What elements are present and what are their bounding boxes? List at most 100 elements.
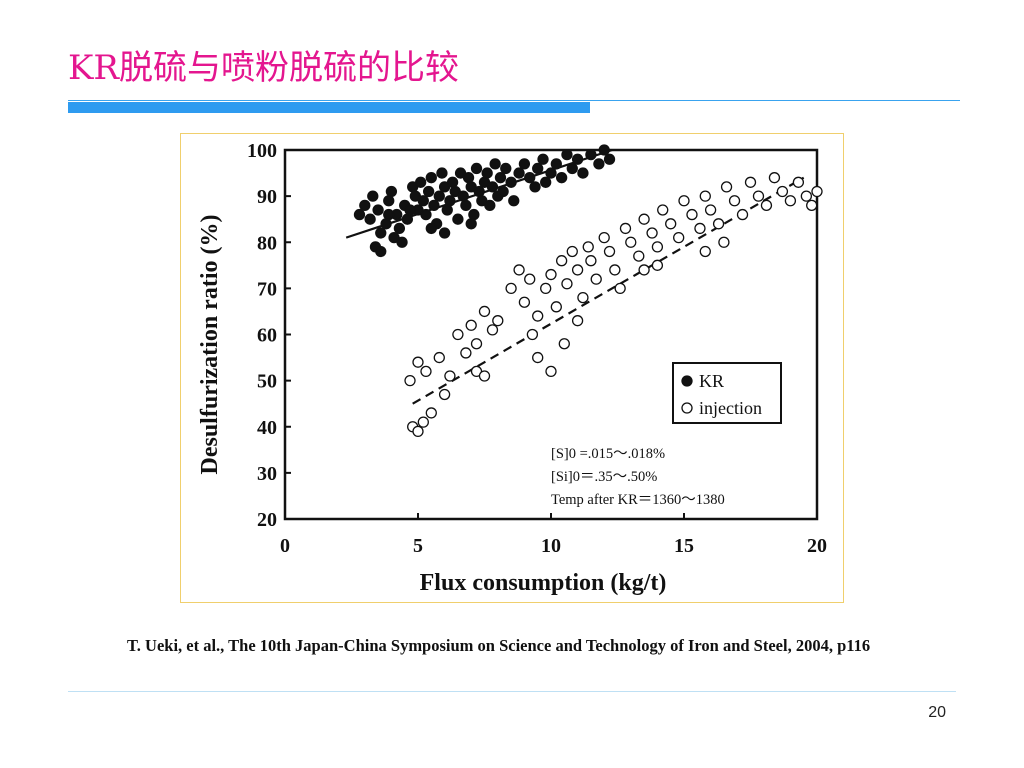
data-point-kr (484, 199, 496, 211)
data-point-injection (811, 185, 823, 198)
data-point-kr (532, 162, 544, 175)
data-point-injection (792, 176, 805, 188)
data-point-injection (720, 181, 733, 193)
data-point-kr (555, 172, 568, 184)
data-point-injection (417, 416, 429, 428)
legend-label-kr: KR (699, 371, 724, 391)
data-point-kr (481, 167, 493, 179)
data-point-injection (736, 208, 749, 221)
data-point-injection (614, 282, 626, 295)
data-point-injection (760, 199, 773, 211)
y-tick-label: 60 (257, 325, 277, 347)
x-tick-label: 5 (413, 535, 423, 557)
legend-box (672, 362, 782, 424)
page-number: 20 (928, 704, 946, 721)
y-tick-label: 30 (257, 463, 277, 485)
data-point-kr (561, 148, 573, 161)
data-point-kr (545, 167, 557, 179)
data-point-kr (433, 190, 445, 202)
data-point-kr (494, 172, 507, 184)
data-point-kr (438, 227, 451, 239)
data-point-kr (465, 218, 477, 230)
data-point-injection (800, 190, 813, 202)
data-point-injection (609, 264, 621, 276)
data-point-kr (383, 208, 395, 221)
data-point-injection (470, 338, 483, 350)
legend-marker-injection (681, 402, 693, 414)
data-point-kr (422, 185, 435, 198)
data-point-injection (486, 324, 499, 336)
data-point-kr (486, 181, 499, 193)
data-point-injection (420, 365, 432, 378)
data-point-kr (524, 172, 536, 184)
slide-title: KR脱硫与喷粉脱硫的比较 (68, 48, 459, 88)
condition-annotation: [S]0 =.015〜.018% (551, 446, 665, 462)
data-point-injection (478, 370, 491, 382)
data-point-injection (776, 185, 789, 198)
data-point-kr (441, 204, 453, 216)
data-point-kr (603, 153, 616, 165)
data-point-injection (619, 222, 632, 235)
data-point-injection (412, 356, 424, 368)
y-tick-label: 90 (257, 186, 277, 208)
data-point-kr (505, 176, 517, 188)
data-point-kr (497, 185, 509, 198)
y-tick-label: 50 (257, 371, 277, 393)
data-point-injection (686, 208, 698, 221)
data-point-kr (508, 195, 520, 207)
data-point-injection (545, 365, 557, 378)
data-point-injection (768, 172, 781, 184)
data-point-injection (625, 236, 637, 248)
data-point-injection (699, 190, 711, 202)
data-point-injection (571, 315, 584, 327)
data-point-injection (651, 241, 664, 253)
data-point-injection (638, 264, 650, 276)
data-point-injection (752, 190, 765, 202)
data-point-kr (353, 208, 366, 221)
y-tick-label: 40 (257, 417, 277, 439)
x-tick-label: 15 (674, 535, 694, 557)
y-tick-label: 80 (257, 232, 277, 254)
data-point-injection (532, 310, 544, 322)
data-point-kr (593, 158, 605, 170)
data-point-injection (505, 282, 517, 295)
data-point-injection (425, 407, 437, 419)
data-point-kr (550, 158, 562, 170)
data-point-injection (526, 328, 539, 341)
data-point-kr (359, 199, 371, 211)
data-point-kr (367, 190, 379, 202)
data-point-kr (585, 148, 597, 161)
data-point-injection (744, 176, 757, 188)
data-point-injection (518, 296, 531, 308)
x-tick-label: 0 (280, 535, 290, 557)
data-point-injection (550, 301, 562, 313)
y-tick-label: 100 (247, 140, 277, 162)
data-point-kr (375, 245, 387, 258)
data-point-injection (545, 268, 557, 281)
citation: T. Ueki, et al., The 10th Japan-China Sy… (127, 636, 871, 655)
data-point-kr (470, 162, 483, 175)
data-point-kr (380, 218, 392, 230)
data-point-kr (571, 153, 584, 165)
data-point-injection (603, 245, 616, 258)
data-point-injection (524, 273, 536, 285)
data-point-kr (577, 167, 589, 179)
data-point-injection (577, 291, 589, 304)
x-tick-label: 20 (807, 535, 827, 557)
data-point-kr (436, 167, 448, 179)
data-point-kr (462, 172, 475, 184)
data-point-injection (728, 195, 741, 207)
data-point-kr (446, 176, 459, 188)
y-axis-label: Desulfurization ratio (%) (197, 215, 223, 475)
y-tick-label: 20 (257, 509, 277, 531)
data-point-kr (460, 199, 472, 211)
data-point-injection (718, 236, 730, 248)
footer-divider (68, 691, 956, 692)
title-accent-bar (68, 102, 590, 113)
data-point-kr (428, 199, 440, 211)
data-point-injection (657, 204, 669, 216)
legend-marker-kr (681, 375, 693, 387)
data-point-injection (590, 273, 602, 285)
data-point-injection (784, 195, 797, 207)
data-point-injection (438, 388, 451, 401)
